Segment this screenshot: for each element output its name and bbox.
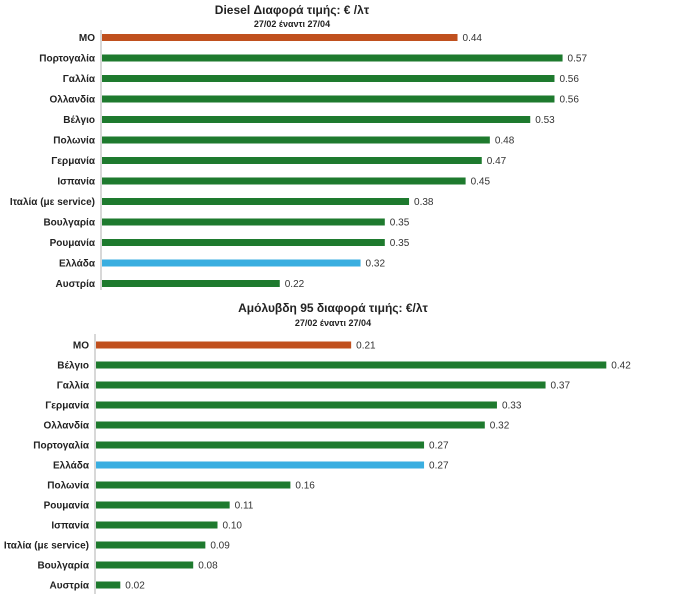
- bar: [102, 116, 531, 123]
- category-label: Πορτογαλία: [39, 54, 96, 65]
- data-label: 0.27: [429, 441, 449, 452]
- data-label: 0.08: [198, 561, 218, 572]
- data-label: 0.48: [495, 136, 515, 147]
- bar: [96, 461, 425, 469]
- data-label: 0.35: [390, 218, 410, 229]
- data-label: 0.21: [356, 341, 376, 352]
- category-label: Πολωνία: [53, 136, 96, 147]
- bar: [102, 218, 385, 226]
- bar: [96, 361, 607, 369]
- bar: [96, 521, 218, 529]
- data-label: 0.10: [223, 521, 243, 532]
- category-label: Βουλγαρία: [43, 218, 95, 229]
- category-label: Ελλάδα: [59, 259, 96, 270]
- bar: [102, 157, 482, 164]
- bar: [96, 381, 546, 389]
- data-label: 0.45: [471, 177, 491, 188]
- bar: [96, 441, 425, 449]
- data-label: 0.42: [611, 361, 631, 372]
- category-label: ΜΟ: [73, 341, 89, 352]
- bar: [96, 541, 206, 549]
- bar: [96, 581, 121, 589]
- data-label: 0.57: [568, 54, 588, 65]
- bar: [102, 54, 563, 62]
- data-label: 0.47: [487, 156, 507, 167]
- chart-subtitle: 27/02 έναντι 27/04: [254, 19, 330, 29]
- bar: [96, 341, 352, 349]
- data-label: 0.16: [295, 481, 315, 492]
- data-label: 0.37: [551, 381, 571, 392]
- bar: [96, 421, 485, 429]
- category-label: Ολλανδία: [44, 421, 90, 432]
- category-label: Ελλάδα: [53, 461, 90, 472]
- bar: [102, 239, 385, 246]
- category-label: Αυστρία: [56, 279, 96, 290]
- diesel-chart: Diesel Διαφορά τιμής: € /λτ 27/02 έναντι…: [10, 3, 588, 290]
- data-label: 0.02: [125, 581, 145, 592]
- data-label: 0.32: [490, 421, 510, 432]
- data-label: 0.44: [463, 33, 483, 44]
- category-label: Γερμανία: [45, 401, 90, 412]
- bar: [102, 259, 361, 267]
- data-label: 0.33: [502, 401, 522, 412]
- chart-subtitle: 27/02 έναντι 27/04: [295, 318, 371, 328]
- category-label: ΜΟ: [79, 33, 95, 44]
- data-label: 0.11: [235, 501, 254, 512]
- bar: [102, 136, 490, 144]
- chart-title: Αμόλυβδη 95 διαφορά τιμής: €/λτ: [238, 301, 428, 315]
- bar: [96, 401, 497, 409]
- data-label: 0.53: [535, 115, 555, 126]
- unleaded-95-chart: Αμόλυβδη 95 διαφορά τιμής: €/λτ 27/02 έν…: [4, 301, 631, 594]
- bar: [96, 501, 230, 509]
- data-label: 0.27: [429, 461, 449, 472]
- category-label: Γερμανία: [51, 156, 96, 167]
- chart-title: Diesel Διαφορά τιμής: € /λτ: [215, 3, 370, 17]
- bar: [102, 34, 458, 41]
- category-label: Βέλγιο: [63, 115, 95, 126]
- data-label: 0.35: [390, 238, 410, 249]
- data-label: 0.32: [366, 259, 386, 270]
- category-label: Αυστρία: [50, 581, 90, 592]
- bar: [102, 95, 555, 103]
- data-label: 0.38: [414, 197, 434, 208]
- bar: [102, 75, 555, 82]
- category-label: Ρουμανία: [50, 238, 96, 249]
- bar: [96, 561, 194, 569]
- category-label: Ιταλία (με service): [10, 197, 95, 208]
- data-label: 0.22: [285, 279, 305, 290]
- category-label: Γαλλία: [63, 74, 96, 85]
- category-label: Ισπανία: [51, 521, 89, 532]
- bar: [102, 198, 410, 205]
- category-label: Ισπανία: [57, 177, 95, 188]
- category-label: Βουλγαρία: [37, 561, 89, 572]
- data-label: 0.09: [210, 541, 230, 552]
- category-label: Πορτογαλία: [33, 441, 90, 452]
- bar: [96, 481, 291, 489]
- category-label: Πολωνία: [47, 481, 90, 492]
- category-label: Ιταλία (με service): [4, 541, 89, 552]
- category-label: Ολλανδία: [50, 95, 96, 106]
- category-label: Ρουμανία: [44, 501, 90, 512]
- bar: [102, 280, 280, 287]
- category-label: Γαλλία: [57, 381, 90, 392]
- data-label: 0.56: [559, 74, 579, 85]
- bar: [102, 177, 466, 185]
- data-label: 0.56: [559, 95, 579, 106]
- category-label: Βέλγιο: [57, 361, 89, 372]
